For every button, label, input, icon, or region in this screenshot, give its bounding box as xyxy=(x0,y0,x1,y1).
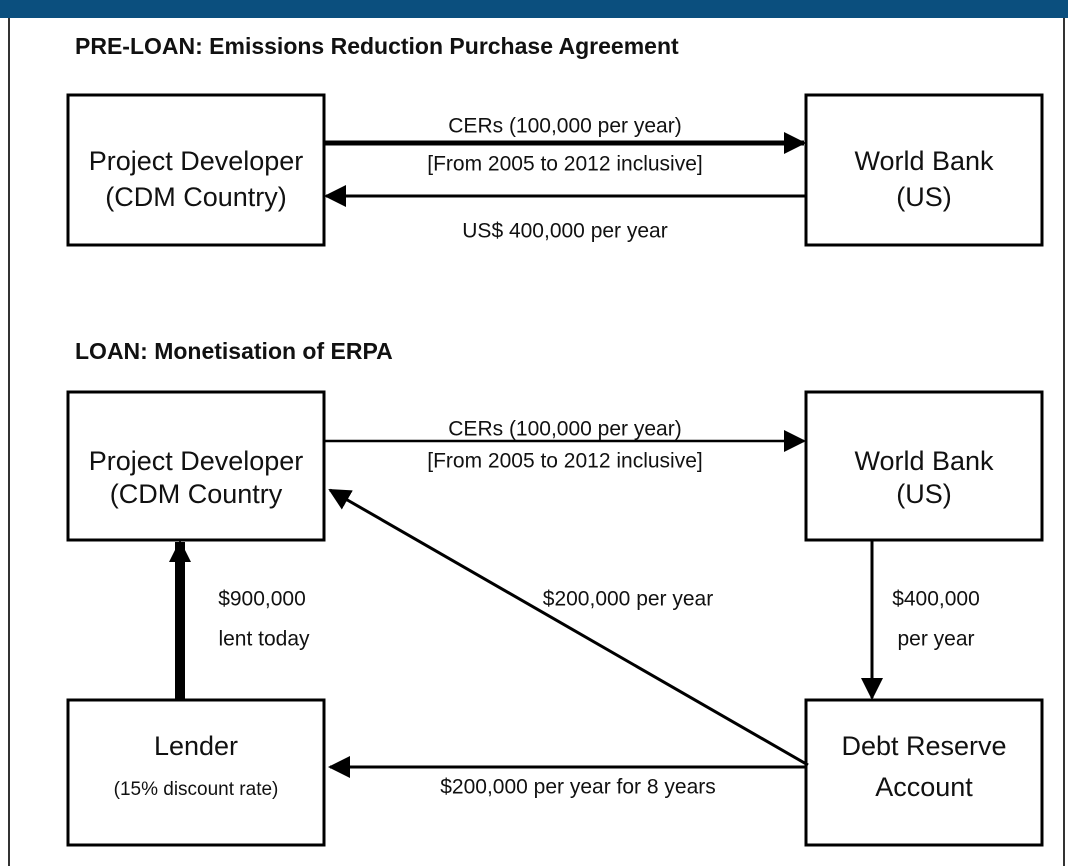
node-box xyxy=(66,390,326,542)
edge-label: per year xyxy=(897,628,974,651)
node-label: (US) xyxy=(896,182,952,212)
edge-label: lent today xyxy=(218,628,310,651)
node-label: Project Developer xyxy=(89,146,304,176)
top-bar xyxy=(0,0,1068,18)
node-label: (CDM Country xyxy=(110,479,283,509)
node-box xyxy=(804,698,1044,847)
node-label: World Bank xyxy=(854,146,994,176)
edge-label: $400,000 xyxy=(892,588,980,611)
node-label: Lender xyxy=(154,731,238,761)
edge-label: [From 2005 to 2012 inclusive] xyxy=(427,153,702,176)
edge-label: $200,000 per year xyxy=(543,588,713,611)
node-box xyxy=(66,93,326,247)
edge-label: US$ 400,000 per year xyxy=(462,220,667,243)
edge-label: $900,000 xyxy=(218,588,306,611)
node-label: Project Developer xyxy=(89,446,304,476)
edge-label: CERs (100,000 per year) xyxy=(448,418,681,441)
edge-label: $200,000 per year for 8 years xyxy=(440,776,716,799)
arrow xyxy=(328,488,809,767)
node-label: Debt Reserve xyxy=(841,731,1006,761)
node-box xyxy=(804,93,1044,247)
edge-label: [From 2005 to 2012 inclusive] xyxy=(427,450,702,473)
section-title: PRE-LOAN: Emissions Reduction Purchase A… xyxy=(75,33,679,59)
node-label: (15% discount rate) xyxy=(114,779,279,800)
node-label: World Bank xyxy=(854,446,994,476)
node-label: (US) xyxy=(896,479,952,509)
node-box xyxy=(66,698,326,847)
node-label: (CDM Country) xyxy=(105,182,287,212)
node-box xyxy=(804,390,1044,542)
section-title: LOAN: Monetisation of ERPA xyxy=(75,338,393,364)
edge-label: CERs (100,000 per year) xyxy=(448,115,681,138)
node-label: Account xyxy=(875,772,973,802)
